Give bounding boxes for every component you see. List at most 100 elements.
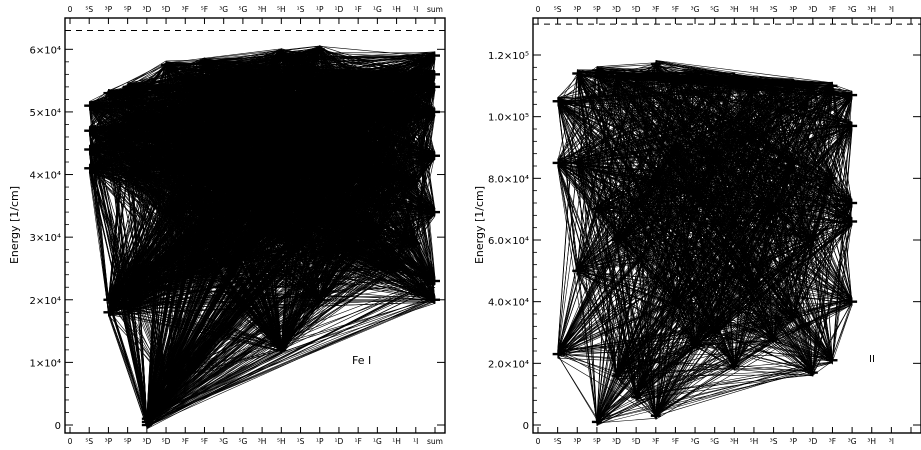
top-category-label: 0 xyxy=(68,5,73,14)
transition-line xyxy=(223,133,244,185)
bottom-category-label: ⁵F xyxy=(201,437,208,446)
transition-line xyxy=(261,160,282,344)
transition-line xyxy=(204,143,224,261)
transition-line xyxy=(146,246,416,416)
bottom-category-label: ¹S xyxy=(297,437,305,446)
transition-line xyxy=(242,65,282,347)
transition-line xyxy=(261,107,282,347)
transition-line xyxy=(242,49,282,189)
transition-line xyxy=(165,109,186,277)
bottom-category-axis: 0 ⁵S ³P ⁵P ³D ⁵D ³F ⁵F ³G ⁵G ³H ⁵H ¹S ¹P ¹D ¹F ¹G ¹H ¹I sum xyxy=(68,427,443,446)
transition-line xyxy=(165,349,282,385)
bottom-category-label: ⁵S xyxy=(85,437,93,446)
top-category-label: ⁵F xyxy=(201,5,208,14)
transition-line xyxy=(108,140,128,313)
transition-line xyxy=(165,164,186,278)
transition-line xyxy=(281,297,436,347)
transition-line xyxy=(165,113,282,351)
transition-line xyxy=(165,348,282,382)
top-category-label: ⁵S xyxy=(85,5,93,14)
transition-line xyxy=(242,70,282,351)
transition-line xyxy=(184,139,205,221)
transition-line xyxy=(108,313,148,427)
transition-line xyxy=(185,275,282,349)
transition-line xyxy=(261,106,282,178)
y-tick-label: 6×10⁴ xyxy=(30,45,61,56)
y-tick-label: 3×10⁴ xyxy=(30,233,61,244)
transition-line xyxy=(146,67,167,419)
transition-line xyxy=(223,177,282,351)
top-category-label: ¹P xyxy=(316,5,324,14)
bottom-category-label: ⁵P xyxy=(124,437,132,446)
transition-line xyxy=(165,210,282,349)
top-category-label: ¹S xyxy=(297,5,305,14)
top-category-axis: 0 ⁵S ³P ⁵P ³D ⁵D ³F ⁵F ³G ⁵G ³H ⁵H ¹S ¹P ¹D ¹F ¹G ¹H ¹I sum xyxy=(68,5,443,24)
transition-line xyxy=(223,261,282,347)
top-category-label: ¹I xyxy=(413,5,418,14)
top-category-label: ⁵H xyxy=(277,5,286,14)
transition-line xyxy=(281,267,397,352)
bottom-category-label: ¹D xyxy=(335,437,344,446)
transition-line xyxy=(204,64,224,263)
plot-frame xyxy=(64,17,446,434)
transition-line xyxy=(223,258,282,351)
transition-line xyxy=(261,165,282,350)
transition-line xyxy=(204,220,282,346)
bottom-category-label: ⁵H xyxy=(277,437,286,446)
transition-line xyxy=(127,63,167,85)
bottom-category-label: ³F xyxy=(182,437,189,446)
transition-line xyxy=(204,215,282,348)
transition-line xyxy=(223,133,244,256)
chart-fe-i: 0 ⁵S ³P ⁵P ³D ⁵D ³F ⁵F ³G ⁵G ³H ⁵H ¹S ¹P ¹D ¹F ¹G ¹H ¹I sum… xyxy=(8,5,446,446)
transition-line xyxy=(127,89,148,420)
transition-line xyxy=(242,67,321,302)
y-tick-label: 2×10⁴ xyxy=(30,296,61,307)
transition-line xyxy=(88,106,109,300)
bottom-category-label: ⁵G xyxy=(238,437,247,446)
bottom-category-label: ⁵D xyxy=(162,437,171,446)
transition-line xyxy=(281,298,436,353)
transition-line xyxy=(165,264,397,382)
transition-line xyxy=(108,297,148,418)
transition-line xyxy=(204,59,244,260)
y-tick-label: 5×10⁴ xyxy=(30,108,61,119)
transition-line xyxy=(146,284,436,418)
transition-line xyxy=(223,51,436,74)
transition-line xyxy=(185,273,282,347)
y-tick-label: 4×10⁴ xyxy=(30,171,61,182)
bottom-category-label: 0 xyxy=(68,437,73,446)
transition-line xyxy=(281,53,301,349)
transition-line xyxy=(165,68,186,278)
transition-line xyxy=(281,82,321,202)
bottom-category-label: ¹H xyxy=(392,437,401,446)
transition-line xyxy=(281,79,301,246)
transition-line xyxy=(281,242,301,348)
transition-line xyxy=(184,136,224,264)
transition-line xyxy=(165,66,186,195)
top-category-label: ¹G xyxy=(373,5,382,14)
transition-line xyxy=(261,50,321,166)
transition-line xyxy=(223,48,282,71)
transition-line xyxy=(108,65,167,92)
transition-line xyxy=(281,52,301,242)
transition-line xyxy=(204,45,320,60)
transition-line xyxy=(223,71,263,233)
top-category-label: sum xyxy=(427,5,443,14)
y-tick-label: 1×10⁴ xyxy=(30,358,61,369)
transition-line xyxy=(261,159,301,243)
transition-line xyxy=(108,93,128,289)
transition-line xyxy=(146,269,397,418)
transition-line xyxy=(108,298,148,423)
transition-line xyxy=(184,82,205,216)
transition-line xyxy=(184,83,224,259)
transition-line xyxy=(261,230,282,347)
transition-line xyxy=(146,165,167,423)
bottom-category-label: ³H xyxy=(258,437,267,446)
bottom-category-label: ¹G xyxy=(373,437,382,446)
top-category-label: ⁵P xyxy=(124,5,132,14)
transition-line xyxy=(242,256,282,350)
transition-line xyxy=(108,315,148,428)
transition-line xyxy=(127,116,186,272)
transition-line xyxy=(204,220,224,263)
